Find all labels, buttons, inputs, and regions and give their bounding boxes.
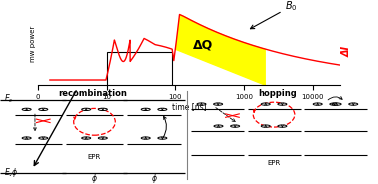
Text: ΔQ: ΔQ bbox=[193, 38, 213, 51]
Bar bbox=[107, 52, 172, 85]
Circle shape bbox=[330, 103, 339, 105]
Circle shape bbox=[22, 137, 31, 139]
Circle shape bbox=[278, 103, 287, 105]
Circle shape bbox=[278, 125, 287, 127]
Circle shape bbox=[158, 137, 167, 139]
Text: $\phi$: $\phi$ bbox=[91, 172, 98, 184]
Circle shape bbox=[197, 103, 206, 105]
Circle shape bbox=[313, 103, 322, 105]
Circle shape bbox=[98, 108, 107, 111]
Y-axis label: mw power: mw power bbox=[30, 26, 36, 62]
Circle shape bbox=[261, 103, 270, 105]
Text: EPR: EPR bbox=[88, 154, 101, 160]
Circle shape bbox=[141, 108, 150, 111]
Circle shape bbox=[158, 108, 167, 111]
Circle shape bbox=[231, 125, 240, 127]
Circle shape bbox=[82, 108, 91, 111]
Circle shape bbox=[141, 137, 150, 139]
Circle shape bbox=[261, 125, 270, 127]
Text: $\phi$: $\phi$ bbox=[11, 166, 18, 179]
Circle shape bbox=[22, 108, 31, 111]
Circle shape bbox=[214, 125, 223, 127]
Circle shape bbox=[349, 103, 358, 105]
Text: $E_c$: $E_c$ bbox=[4, 93, 14, 105]
Text: $B_0$: $B_0$ bbox=[251, 0, 298, 29]
Text: EPR: EPR bbox=[267, 160, 281, 166]
Circle shape bbox=[98, 137, 107, 139]
Circle shape bbox=[214, 103, 223, 105]
Text: recombination: recombination bbox=[58, 89, 127, 98]
Text: $E_v$: $E_v$ bbox=[4, 166, 14, 179]
Text: $\phi$: $\phi$ bbox=[151, 172, 157, 184]
Text: hopping: hopping bbox=[259, 89, 297, 98]
Circle shape bbox=[332, 103, 341, 105]
Circle shape bbox=[39, 137, 48, 139]
Circle shape bbox=[82, 137, 91, 139]
X-axis label: time [ns]: time [ns] bbox=[172, 102, 206, 111]
Text: ΔI: ΔI bbox=[342, 46, 352, 57]
Circle shape bbox=[39, 108, 48, 111]
